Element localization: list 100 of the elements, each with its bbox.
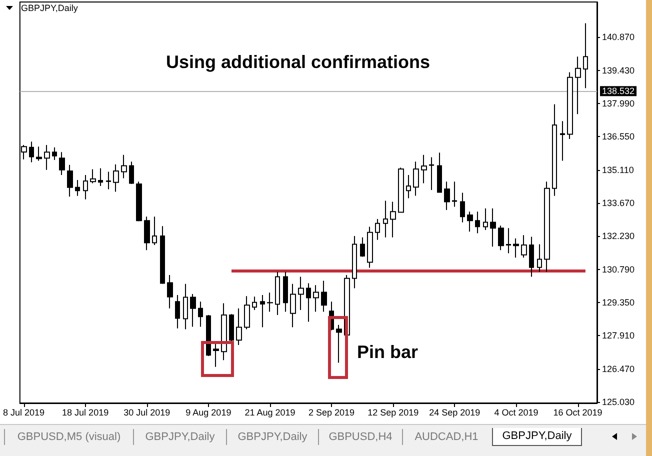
candlestick [175,294,180,329]
candlestick [429,156,434,190]
candlestick [437,152,442,193]
x-tick-label: 21 Aug 2019 [244,408,296,418]
tab: GBPUSD,M5 (visual) [4,429,133,445]
candlestick [252,296,257,310]
candlestick [336,324,342,364]
candlestick [190,294,196,328]
candlestick [406,174,411,199]
y-tick-label: 139.430 [602,65,635,76]
candlestick [283,271,288,312]
candlestick [544,181,550,272]
candlestick [75,180,80,196]
candlestick [290,283,296,328]
candlestick [498,225,504,251]
tab: GBPJPY,Daily [492,428,582,446]
candlestick [221,302,227,361]
candlestick [375,218,380,240]
candlestick [513,238,519,258]
candlestick [267,292,273,312]
candlestick [321,280,327,312]
x-tick-label: 16 Oct 2019 [553,408,602,418]
candlestick [452,181,457,208]
y-tick-label: 129.350 [602,298,635,308]
x-tick-label: 4 Oct 2019 [494,408,538,418]
y-tick-label: 127.910 [602,330,635,341]
x-tick-label: 12 Sep 2019 [368,408,419,418]
candlestick [421,154,427,184]
candlestick [444,181,450,210]
candlestick [475,211,480,234]
candlestick [67,164,73,198]
candlestick [29,141,34,163]
candlestick [275,271,280,316]
text: Using additional confirmations [166,52,430,72]
candlestick [136,181,142,222]
y-tick-label: 130.790 [602,264,635,274]
candlestick [506,228,511,254]
candlestick [144,216,150,251]
x-tick-label: 9 Aug 2019 [186,408,232,418]
y-tick-label: 140.870 [602,32,635,42]
candlestick [129,161,134,184]
candlestick [575,56,581,115]
candlestick [313,284,319,312]
candlestick [413,161,419,196]
candlestick [352,236,357,289]
candlestick [360,236,365,258]
candlestick [167,274,173,309]
candlestick [44,144,50,170]
x-tick-label: 8 Jul 2019 [2,408,45,418]
candlestick [521,234,527,258]
candlestick [298,276,304,310]
candlestick [106,171,111,190]
annotation: GBPJPY,Daily [21,3,78,14]
candlestick [83,174,88,200]
candlestick [206,314,211,357]
candlestick [260,294,265,328]
x-tick-label: 30 Jul 2019 [124,408,170,418]
y-tick-label: 125.030 [602,397,635,408]
candlestick [306,282,311,322]
candlestick [59,152,65,176]
tab: GBPJPY,Daily [226,429,318,445]
candlestick [390,201,396,238]
tab: GBPJPY,Daily [133,429,226,445]
y-tick-label: 132.230 [602,231,635,242]
candlestick [490,208,496,248]
ref-line-label: 138.532 [602,86,635,96]
candlestick [36,146,42,162]
candlestick [537,244,542,272]
candlestick [229,314,234,342]
candlestick [244,296,250,330]
candlestick [483,208,488,231]
candlestick [113,164,119,192]
y-tick-label: 126.470 [602,364,635,374]
candlestick [90,168,96,184]
tab: GBPUSD,H4 [318,429,402,445]
candlestick [52,146,57,161]
tab: AUDCAD,H1 [402,429,490,445]
candlestick [367,226,373,268]
candlestick [567,72,573,140]
candlestick [213,342,219,368]
candlestick [98,168,103,187]
x-tick-label: 2 Sep 2019 [308,408,355,418]
candlestick [121,154,127,179]
candlestick [583,22,588,89]
candlestick [383,200,388,238]
y-tick-label: 137.990 [602,98,635,109]
candlestick [236,308,242,346]
candlestick [152,216,157,246]
y-tick-label: 136.550 [602,132,635,142]
candlestick [529,236,534,278]
x-tick-label: 24 Sep 2019 [429,408,480,418]
candlestick [560,120,565,162]
y-tick-label: 135.110 [602,164,634,175]
candlestick [160,226,165,284]
candlestick [552,104,557,196]
y-tick-label: 133.670 [602,198,635,208]
x-tick-label: 18 Jul 2019 [62,408,109,418]
candlestick [183,283,188,330]
candlestick [398,167,404,213]
candlestick [460,192,465,223]
